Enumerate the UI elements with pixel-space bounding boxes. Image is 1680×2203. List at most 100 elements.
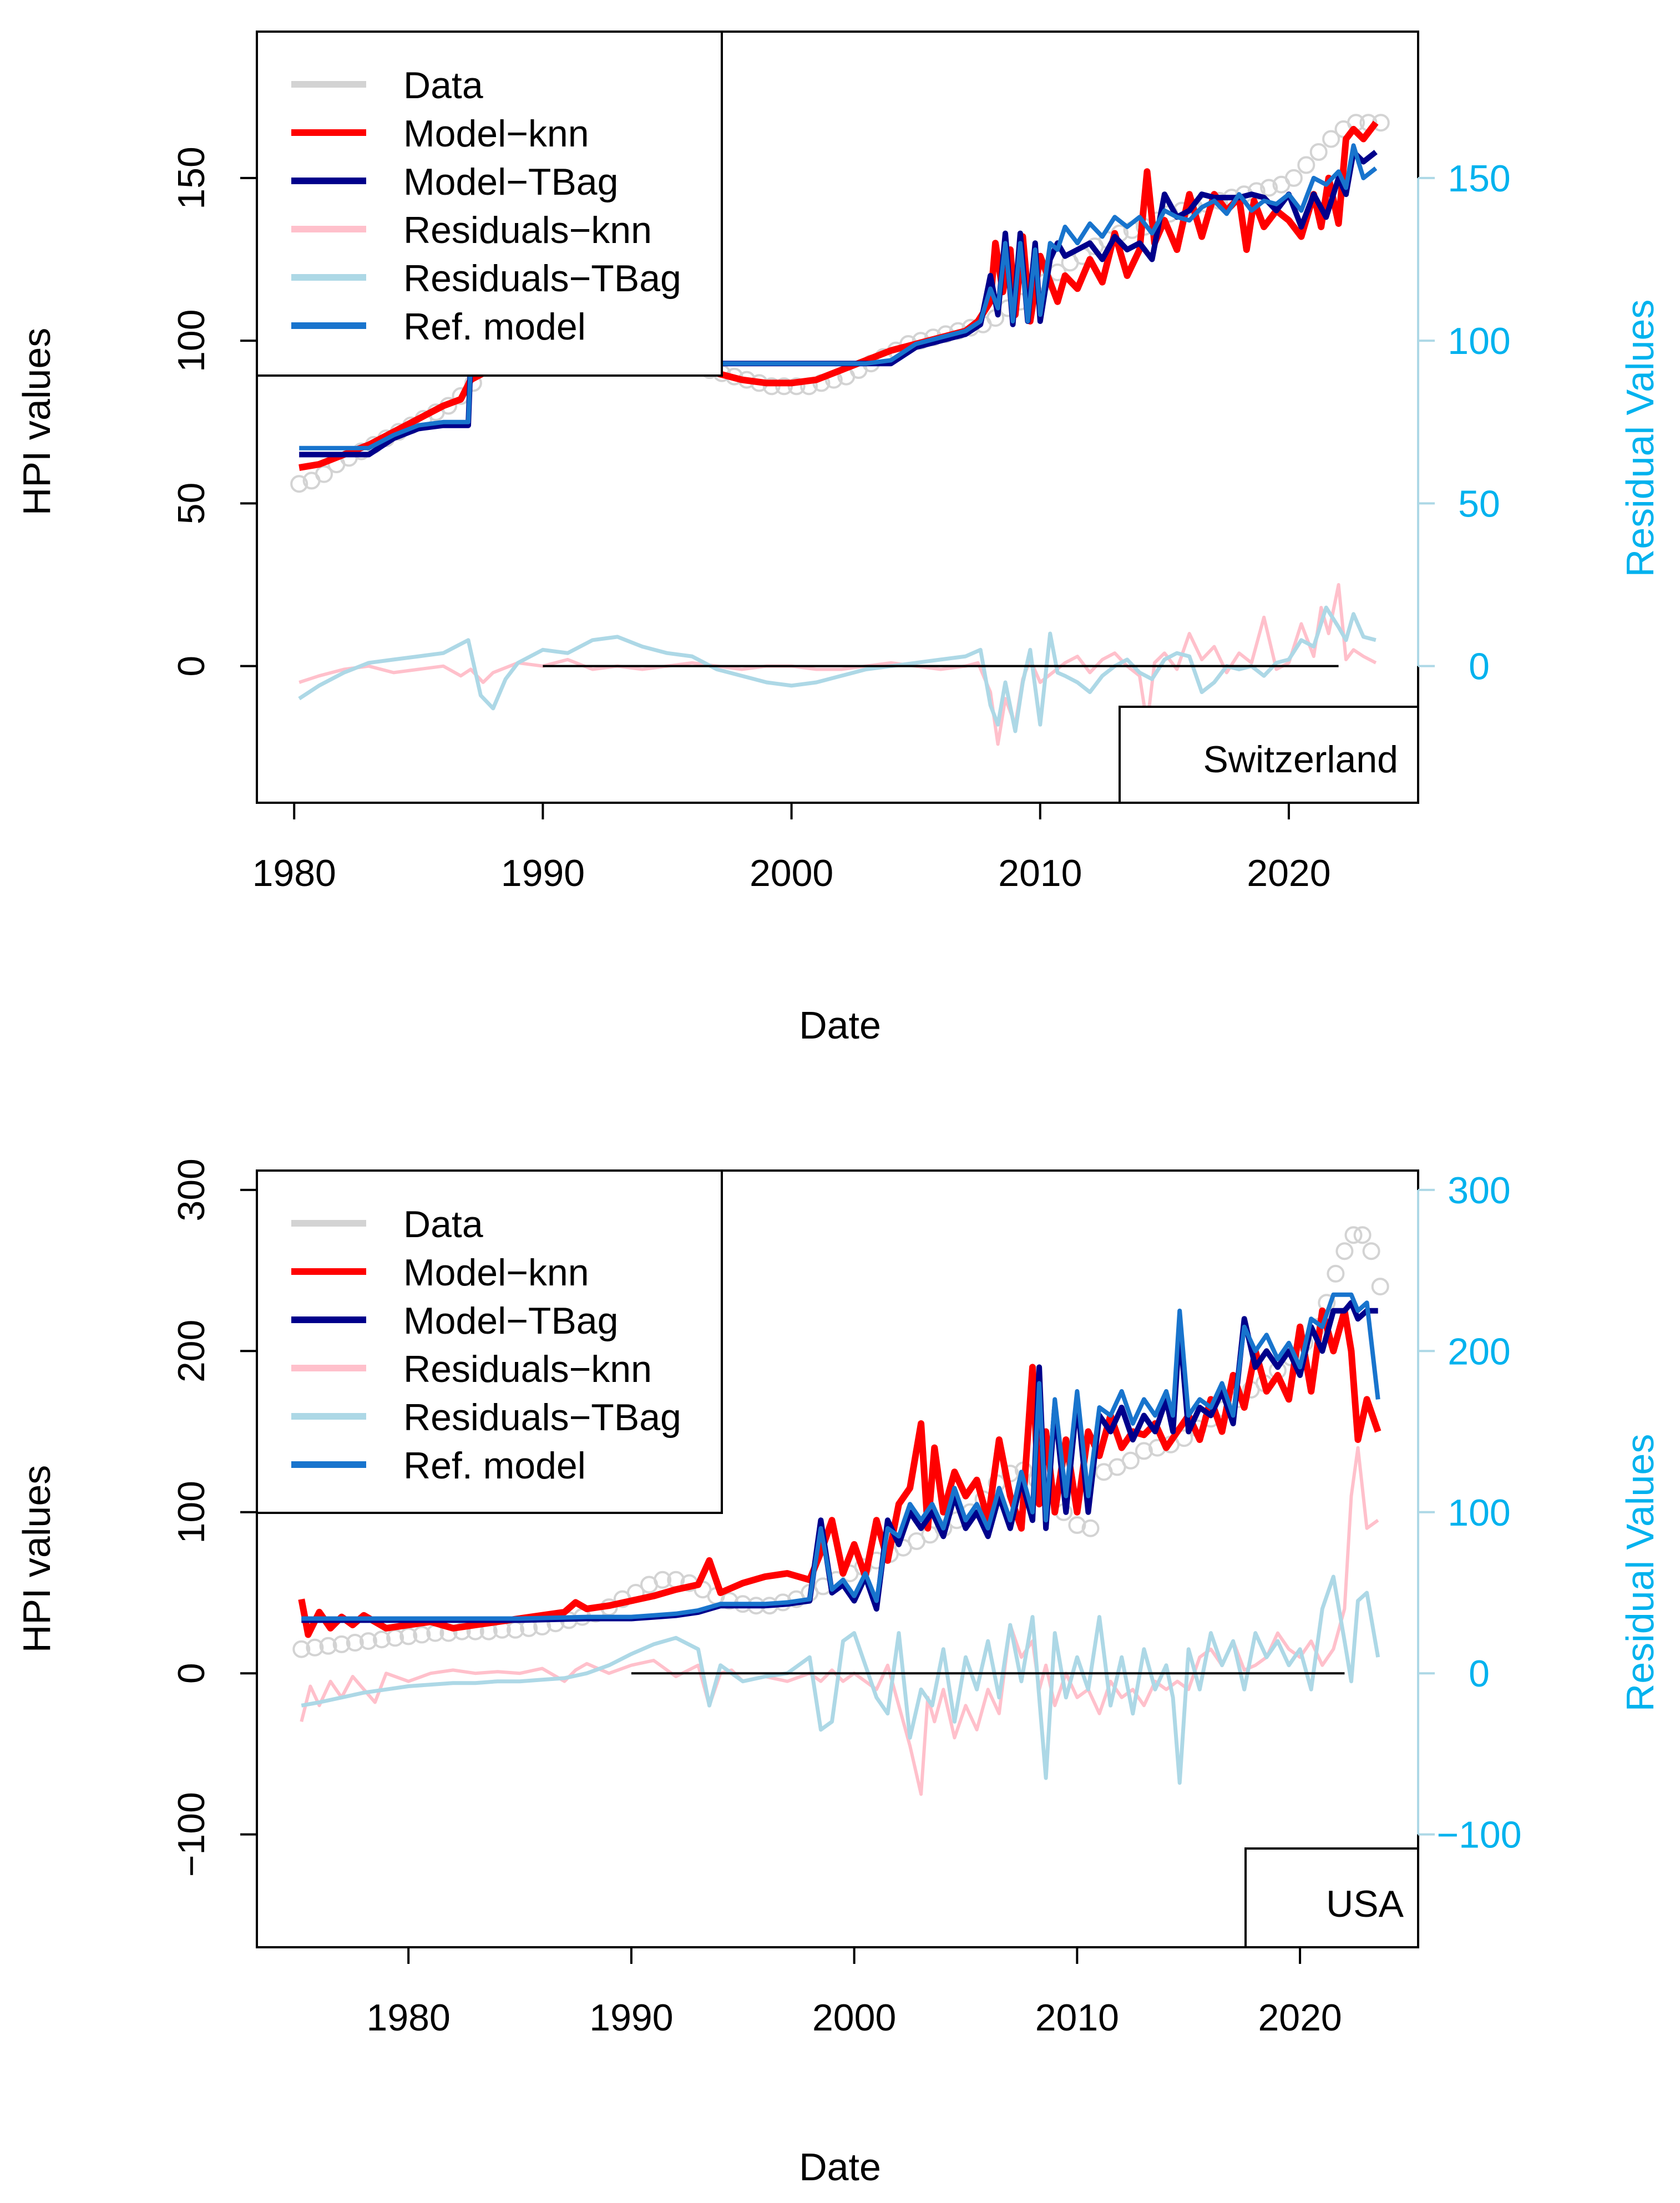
x-tick-label: 2010 [998, 852, 1082, 894]
y-tick-label: 300 [170, 1158, 212, 1221]
x-tick-label: 2000 [750, 852, 833, 894]
legend-label: Data [403, 1203, 483, 1245]
y2-axis-label: Residual Values [1618, 300, 1662, 578]
data-point [1327, 1264, 1345, 1283]
series-ref-model-line [301, 1292, 1380, 1621]
y-tick-label: 0 [170, 656, 212, 677]
y2-tick-label: 150 [1448, 158, 1510, 200]
legend-item-residuals-tbag: Residuals−TBag [291, 257, 681, 300]
legend-items: Data Model−knn Model−TBag Residuals−knn Resi… [291, 64, 681, 348]
data-point [346, 1634, 364, 1652]
x-tick-label: 2010 [1035, 1997, 1119, 2039]
legend: Data Model−knn Model−TBag Residuals−knn Resi… [256, 1169, 723, 1514]
x-tick-label: 1980 [367, 1997, 451, 2039]
data-point [315, 465, 333, 483]
y2-tick-label: 100 [1448, 320, 1510, 362]
legend-label: Model−TBag [403, 1300, 618, 1342]
data-point [306, 1638, 324, 1657]
panel-label-box: USA [1244, 1847, 1419, 1948]
y-axis-label: HPI values [15, 1465, 58, 1653]
x-tick-label: 2020 [1247, 852, 1330, 894]
x-tick-label: 1980 [252, 852, 336, 894]
legend-item-data: Data [291, 64, 483, 107]
legend-label: Ref. model [403, 1445, 586, 1487]
legend-label: Residuals−TBag [403, 1396, 681, 1439]
legend-items: Data Model−knn Model−TBag Residuals−knn Resi… [291, 1203, 681, 1487]
data-point [720, 1592, 738, 1610]
y2-tick-label: 300 [1448, 1169, 1510, 1212]
y2-tick-label: 50 [1458, 483, 1500, 525]
y2-tick-label: 100 [1448, 1492, 1510, 1534]
chart-switzerland: 1980 1990 2000 2010 2020 0 50 100 150 0 50 100 150… [15, 31, 1662, 1047]
y2-axis-label: Residual Values [1618, 1434, 1662, 1712]
data-point [1297, 156, 1315, 174]
legend-item-ref-model: Ref. model [291, 1445, 586, 1487]
legend: Data Model−knn Model−TBag Residuals−knn Resi… [256, 31, 723, 377]
y-tick-label: −100 [170, 1792, 212, 1877]
legend-label: Model−TBag [403, 161, 618, 203]
data-point [413, 1625, 431, 1644]
panel-label-frame [1244, 1847, 1419, 1948]
legend-box [256, 31, 723, 377]
legend-label: Model−knn [403, 1252, 589, 1294]
y-tick-label: 100 [170, 1481, 212, 1543]
y-axis-label: HPI values [15, 328, 58, 515]
legend-item-model-knn: Model−knn [291, 1252, 589, 1294]
legend-label: Residuals−knn [403, 209, 652, 251]
x-tick-label: 2000 [812, 1997, 896, 2039]
y-tick-label: 150 [170, 146, 212, 209]
data-point [1335, 1242, 1354, 1260]
legend-item-residuals-knn: Residuals−knn [291, 209, 652, 251]
legend-label: Residuals−knn [403, 1348, 652, 1390]
y2-tick-label: 200 [1448, 1330, 1510, 1373]
data-point [359, 1632, 377, 1650]
panel-label-frame [1119, 706, 1419, 804]
legend-item-residuals-tbag: Residuals−TBag [291, 1396, 681, 1439]
chart-usa: 1980 1990 2000 2010 2020 −100 0 100 200 300 −100… [15, 1158, 1662, 2189]
y-axis-right: −100 0 100 200 300 [1417, 1169, 1522, 1856]
data-point [319, 1637, 337, 1655]
legend-item-model-tbag: Model−TBag [291, 1300, 618, 1342]
data-point [1135, 1442, 1153, 1460]
x-tick-label: 2020 [1258, 1997, 1342, 2039]
x-tick-label: 1990 [501, 852, 585, 894]
data-point [1081, 1519, 1100, 1537]
legend-item-data: Data [291, 1203, 483, 1245]
y2-tick-label: −100 [1436, 1814, 1521, 1856]
series-layer [292, 1226, 1389, 1796]
x-axis: 1980 1990 2000 2010 2020 [252, 802, 1331, 894]
data-point [1353, 1226, 1372, 1244]
legend-item-ref-model: Ref. model [291, 306, 586, 348]
data-point [1260, 179, 1278, 197]
y-axis-left: 0 50 100 150 [170, 146, 258, 677]
data-point [1371, 1278, 1389, 1296]
data-point [290, 475, 308, 493]
panel-label-box: Switzerland [1119, 706, 1419, 804]
x-axis-label: Date [799, 1004, 881, 1047]
y-tick-label: 50 [170, 483, 212, 525]
y-tick-label: 100 [170, 309, 212, 372]
data-point [1284, 169, 1303, 187]
x-tick-label: 1990 [589, 1997, 673, 2039]
legend-label: Ref. model [403, 306, 586, 348]
y2-tick-label: 0 [1469, 646, 1490, 688]
data-point [332, 1635, 351, 1653]
series-residuals-tbag-line [301, 1574, 1380, 1785]
x-axis: 1980 1990 2000 2010 2020 [367, 1946, 1342, 2039]
data-point [1121, 1451, 1140, 1470]
data-point [399, 1627, 418, 1645]
data-point [654, 1571, 672, 1589]
y-tick-label: 200 [170, 1320, 212, 1382]
y-tick-label: 0 [170, 1663, 212, 1684]
legend-label: Residuals−TBag [403, 257, 681, 300]
x-axis-label: Date [799, 2145, 881, 2189]
legend-label: Model−knn [403, 113, 589, 155]
legend-item-model-knn: Model−knn [291, 113, 589, 155]
data-point [1309, 143, 1328, 161]
data-point [292, 1640, 311, 1658]
data-point [373, 1630, 391, 1649]
data-point [1322, 130, 1340, 148]
panel-label: Switzerland [1203, 738, 1399, 781]
